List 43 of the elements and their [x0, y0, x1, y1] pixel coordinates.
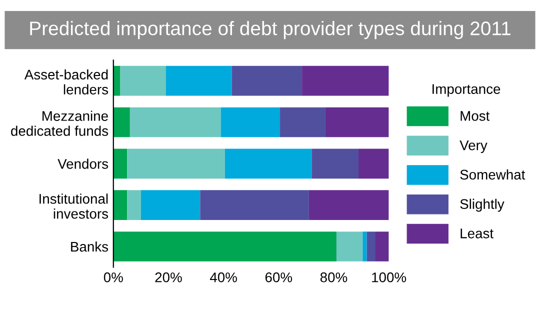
bar — [127, 190, 141, 220]
bar — [220, 107, 280, 138]
legend-label: Somewhat — [460, 169, 526, 180]
bar — [232, 66, 302, 96]
bar — [336, 232, 363, 262]
bar — [358, 148, 389, 179]
bar — [140, 190, 200, 220]
bar — [130, 107, 221, 138]
bar — [113, 66, 120, 96]
y-tick-label: Banks — [71, 241, 108, 252]
legend-label: Very — [460, 140, 488, 153]
bar — [325, 107, 389, 138]
bar — [308, 190, 389, 220]
bar — [375, 232, 389, 262]
legend-label: Least — [460, 228, 494, 238]
y-tick-label: Vendors — [58, 158, 108, 169]
bar — [113, 148, 128, 179]
bar — [113, 232, 336, 262]
x-tick-label: 80% — [320, 272, 348, 282]
x-tick-label: 100% — [372, 272, 406, 282]
bar — [366, 232, 376, 262]
y-tick-label: Institutional investors — [40, 194, 108, 219]
bar — [302, 66, 389, 96]
bar — [200, 190, 309, 220]
bar — [113, 107, 130, 138]
y-tick-label: Asset-backed lenders — [24, 69, 108, 94]
x-tick-label: 20% — [155, 272, 182, 282]
bar — [166, 66, 232, 96]
bar — [362, 232, 367, 262]
bar — [280, 107, 326, 138]
chart-title: Predicted importance of debt provider types during 2011 — [30, 20, 510, 40]
legend-label: Slightly — [460, 198, 504, 212]
legend-title: Importance — [432, 84, 500, 97]
bar — [224, 148, 312, 179]
legend-label: Most — [460, 111, 490, 121]
bar — [312, 148, 359, 179]
x-tick-label: 40% — [210, 272, 237, 282]
bar — [120, 66, 166, 96]
x-tick-label: 0% — [104, 272, 123, 282]
x-tick-label: 60% — [265, 272, 292, 282]
bar — [127, 148, 225, 179]
y-tick-label: Mezzanine dedicated funds — [11, 110, 108, 136]
bar — [113, 190, 128, 220]
